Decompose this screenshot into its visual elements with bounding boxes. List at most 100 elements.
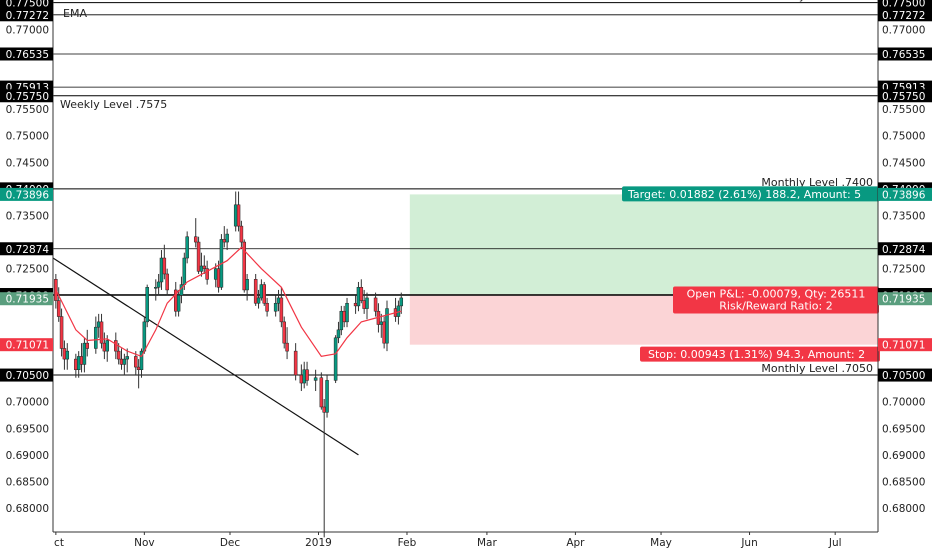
x-tick-label: Jun (740, 537, 757, 549)
candle-body (265, 302, 269, 312)
price-tag-right (878, 8, 932, 22)
candle-body (193, 236, 198, 243)
candle-body (142, 321, 147, 352)
candle-body (79, 356, 84, 365)
candle-body (114, 340, 118, 352)
price-level-label: Monthly Level .7750 (761, 0, 873, 3)
pnl-label: Open P&L: -0.00079, Qty: 26511 (687, 288, 866, 301)
candle-body (356, 287, 361, 307)
y-tick-right: 0.77000 (882, 24, 925, 36)
y-tick-left: 0.68000 (6, 503, 49, 515)
price-tag-right (878, 187, 932, 201)
x-tick-label: ct (54, 537, 64, 549)
candle-body (276, 297, 281, 304)
price-tag-right (878, 0, 932, 10)
y-tick-right: 0.68000 (882, 503, 925, 515)
price-tag-left (0, 47, 53, 61)
y-tick-left: 0.72500 (6, 264, 49, 276)
indicator-label: EMA (63, 7, 87, 20)
candle-body (279, 297, 284, 323)
candle-body (285, 342, 289, 352)
stop-label-box (640, 346, 880, 362)
candle-body (116, 350, 121, 360)
price-tag-right-text: 0.77272 (882, 10, 925, 22)
candle-body (222, 239, 227, 243)
price-tag-left (0, 368, 53, 382)
trendline[interactable] (52, 257, 359, 456)
candle-body (185, 236, 189, 259)
target-zone (409, 194, 878, 295)
price-tag-left-text: 0.77272 (6, 10, 49, 22)
candle-body (136, 366, 141, 370)
price-tag-left (0, 187, 53, 201)
price-tag-left-text: 0.73896 (6, 189, 50, 201)
x-tick-label: Dec (220, 537, 241, 549)
y-tick-right: 0.73500 (882, 210, 925, 222)
candle-body (233, 204, 238, 227)
candle-body (102, 342, 107, 352)
candle-body (339, 310, 344, 331)
candle-body (139, 350, 144, 370)
y-tick-right: 0.68500 (882, 476, 925, 488)
candle-body (59, 316, 64, 349)
price-tag-left-text: 0.75750 (6, 91, 49, 103)
candle-body (293, 350, 298, 376)
x-tick-label: 2019 (305, 537, 332, 549)
price-tag-left (0, 292, 53, 306)
candle-body (299, 374, 304, 384)
y-tick-right: 0.69000 (882, 450, 925, 462)
y-tick-left: 0.74500 (6, 157, 49, 169)
candle-body (225, 233, 229, 243)
y-tick-right: 0.75000 (882, 131, 925, 143)
price-tag-left (0, 242, 53, 256)
candle-body (196, 241, 201, 272)
candle-body (325, 380, 329, 413)
y-tick-right: 0.74500 (882, 157, 925, 169)
y-tick-right: 0.75500 (882, 104, 925, 116)
candle-body (216, 268, 221, 288)
price-tag-right (878, 242, 932, 256)
candle-body (65, 350, 70, 360)
candle-body (273, 302, 278, 312)
price-tag-right (878, 338, 932, 352)
y-tick-right: 0.72500 (882, 264, 925, 276)
price-tag-left (0, 8, 53, 22)
candle-body (202, 265, 207, 269)
y-tick-left: 0.77000 (6, 24, 49, 36)
candle-body (85, 342, 90, 349)
x-tick-label: Jul (828, 537, 842, 549)
y-tick-left: 0.70000 (6, 397, 49, 409)
price-level-label: Monthly Level .7400 (761, 176, 873, 189)
candle-body (162, 257, 167, 275)
candle-body (199, 265, 204, 272)
candle-body (56, 300, 61, 317)
candle-body (145, 287, 149, 323)
candle-body (119, 358, 124, 365)
trendline-layer[interactable] (52, 257, 359, 456)
x-tick-label: Nov (134, 537, 155, 549)
candle-body (99, 321, 104, 344)
price-tag-right (878, 368, 932, 382)
y-tick-left: 0.68500 (6, 476, 49, 488)
price-tag-right-text: 0.72874 (882, 244, 926, 256)
target-label-box (622, 186, 880, 202)
candle-body (213, 268, 218, 280)
price-tag-right-text: 0.73896 (882, 189, 926, 201)
candle-body (176, 295, 181, 312)
price-tag-right-text: 0.71071 (882, 340, 925, 352)
candle-body (382, 321, 386, 344)
candle-body (256, 297, 261, 304)
candle-body (62, 348, 67, 360)
y-tick-left: 0.73500 (6, 210, 49, 222)
x-tick-label: May (650, 537, 672, 549)
candle-body (262, 284, 266, 304)
y-tick-left: 0.69000 (6, 450, 49, 462)
x-tick-label: Mar (477, 537, 497, 549)
price-level-label: Weekly Level .7575 (60, 98, 167, 111)
candle-body (245, 279, 249, 291)
pnl-label-box (673, 286, 879, 314)
candle-body (399, 297, 404, 307)
candle-body (373, 297, 378, 312)
